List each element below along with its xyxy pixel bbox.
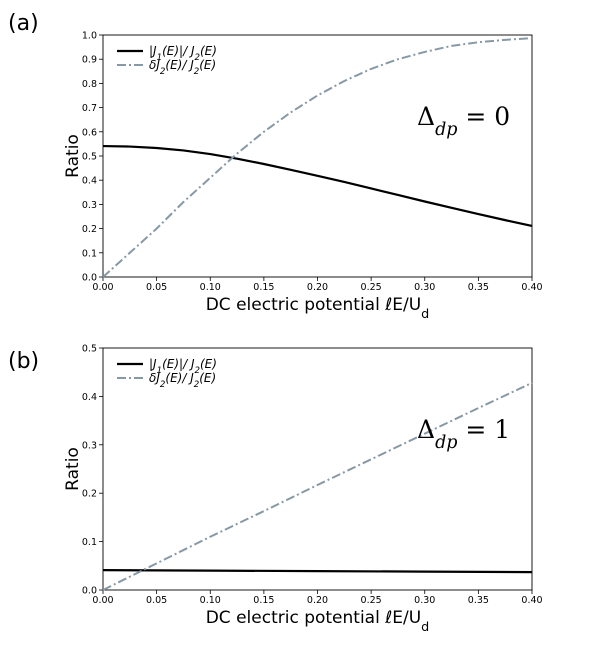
chart-panel-a: (a) 0.00 0.05 0.10 0.15 0.20 0.25 0.30 0.35 0.40 0… bbox=[8, 11, 543, 322]
y-tick-label: 0.1 bbox=[82, 537, 97, 548]
x-tick-label: 0.40 bbox=[521, 282, 542, 293]
x-tick-label: 0.05 bbox=[146, 595, 167, 606]
panel-label: (a) bbox=[8, 11, 39, 36]
y-tick-label: 0.0 bbox=[82, 273, 97, 284]
y-tick-label: 0.8 bbox=[82, 79, 97, 90]
x-tick-label: 0.15 bbox=[253, 595, 274, 606]
y-axis-label: Ratio bbox=[63, 447, 83, 491]
x-tick-label: 0.35 bbox=[468, 282, 489, 293]
y-tick-label: 0.5 bbox=[82, 344, 97, 355]
x-tick-label: 0.30 bbox=[414, 595, 435, 606]
x-tick-label: 0.40 bbox=[521, 595, 542, 606]
legend-label-2: δJ2(E)/ J2(E) bbox=[149, 58, 216, 77]
x-tick-label: 0.00 bbox=[92, 595, 113, 606]
y-tick-label: 0.6 bbox=[82, 127, 97, 138]
y-tick-label: 0.0 bbox=[82, 586, 97, 597]
x-tick-label: 0.00 bbox=[92, 282, 113, 293]
x-axis-label: DC electric potential ℓE/Ud bbox=[206, 608, 430, 635]
y-tick-label: 1.0 bbox=[82, 31, 97, 42]
x-tick-label: 0.35 bbox=[468, 595, 489, 606]
x-tick-label: 0.25 bbox=[361, 595, 382, 606]
y-tick-label: 0.5 bbox=[82, 152, 97, 163]
y-tick-label: 0.1 bbox=[82, 248, 97, 259]
x-tick-label: 0.10 bbox=[200, 595, 221, 606]
x-tick-label: 0.15 bbox=[253, 282, 274, 293]
y-tick-label: 0.2 bbox=[82, 489, 97, 500]
panel-label: (b) bbox=[8, 349, 39, 374]
annotation-delta-dp: Δdp = 0 bbox=[417, 102, 510, 140]
y-tick-label: 0.9 bbox=[82, 55, 97, 66]
y-axis-label: Ratio bbox=[63, 134, 83, 178]
series-line-2 bbox=[102, 381, 533, 591]
legend-label-2: δJ2(E)/ J2(E) bbox=[149, 371, 216, 390]
y-tick-label: 0.2 bbox=[82, 224, 97, 235]
x-tick-label: 0.20 bbox=[307, 282, 328, 293]
series-line-1 bbox=[102, 144, 533, 228]
x-tick-label: 0.10 bbox=[200, 282, 221, 293]
y-tick-label: 0.7 bbox=[82, 103, 97, 114]
x-tick-label: 0.25 bbox=[361, 282, 382, 293]
y-tick-label: 0.3 bbox=[82, 440, 97, 451]
legend-label-1: |J1(E)|/ J2(E) bbox=[149, 44, 217, 63]
legend-label-1: |J1(E)|/ J2(E) bbox=[149, 357, 217, 376]
y-tick-label: 0.4 bbox=[82, 176, 97, 187]
series-line-1 bbox=[102, 569, 533, 574]
x-axis-label: DC electric potential ℓE/Ud bbox=[206, 295, 430, 322]
y-tick-label: 0.4 bbox=[82, 392, 97, 403]
x-tick-label: 0.05 bbox=[146, 282, 167, 293]
x-tick-label: 0.30 bbox=[414, 282, 435, 293]
annotation-delta-dp: Δdp = 1 bbox=[417, 415, 510, 453]
chart-panel-b: (b) 0.00 0.05 0.10 0.15 0.20 0.25 0.30 0.35 0.40 0… bbox=[8, 344, 543, 635]
x-tick-label: 0.20 bbox=[307, 595, 328, 606]
series-line-2 bbox=[102, 37, 533, 278]
y-tick-label: 0.3 bbox=[82, 200, 97, 211]
